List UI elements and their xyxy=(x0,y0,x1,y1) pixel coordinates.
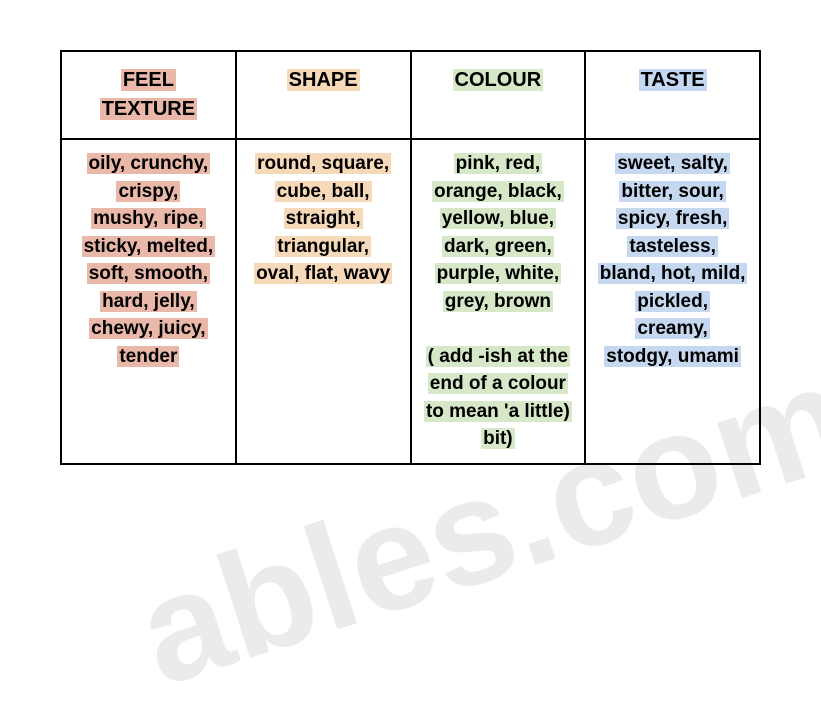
cell-colour: pink, red,orange, black,yellow, blue,dar… xyxy=(411,139,586,464)
table-row: oily, crunchy,crispy,mushy, ripe,sticky,… xyxy=(61,139,760,464)
cell-feel-texture: oily, crunchy,crispy,mushy, ripe,sticky,… xyxy=(61,139,236,464)
header-feel-texture: FEELTEXTURE xyxy=(61,51,236,139)
cell-shape: round, square,cube, ball,straight,triang… xyxy=(236,139,411,464)
vocabulary-table: FEELTEXTURE SHAPE COLOUR TASTE oily, cru… xyxy=(60,50,761,465)
table-header-row: FEELTEXTURE SHAPE COLOUR TASTE xyxy=(61,51,760,139)
header-shape: SHAPE xyxy=(236,51,411,139)
cell-taste: sweet, salty,bitter, sour,spicy, fresh,t… xyxy=(585,139,760,464)
header-colour: COLOUR xyxy=(411,51,586,139)
header-taste: TASTE xyxy=(585,51,760,139)
worksheet-page: FEELTEXTURE SHAPE COLOUR TASTE oily, cru… xyxy=(0,0,821,515)
